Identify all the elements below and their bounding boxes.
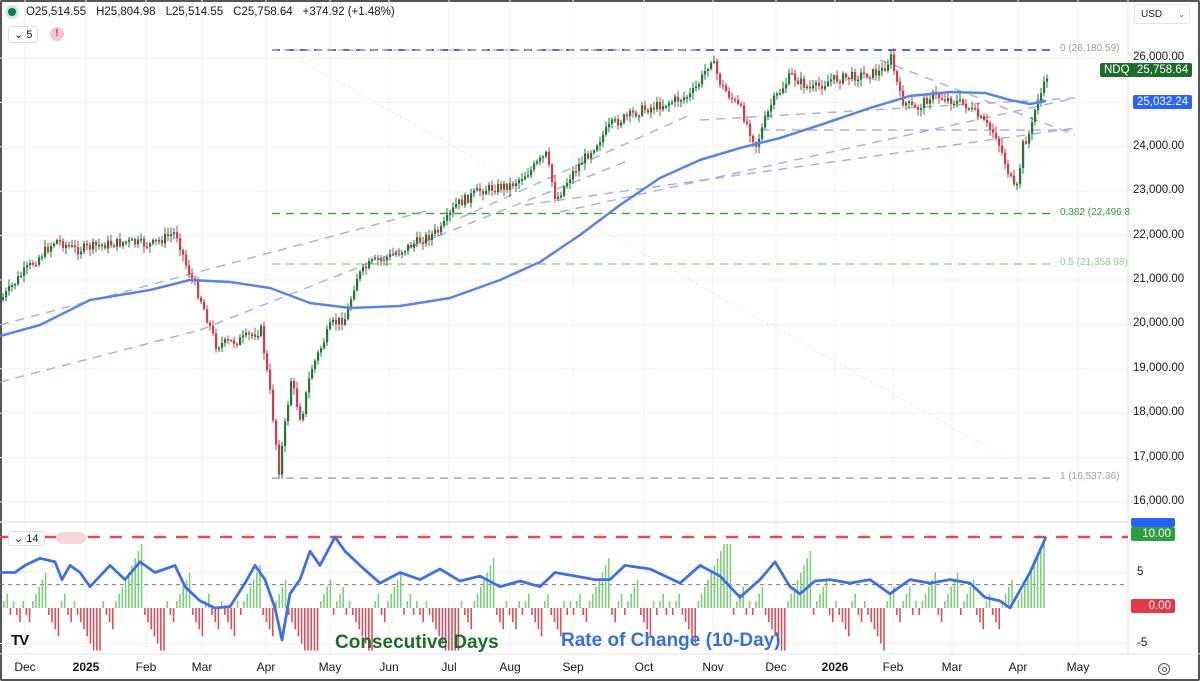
- currency-value: USD: [1141, 9, 1163, 20]
- tradingview-logo[interactable]: TV: [11, 632, 29, 649]
- ma-price-tag: 25,032.24: [1133, 95, 1193, 109]
- time-axis-tick: Sep: [562, 660, 584, 674]
- time-axis-tick: May: [1066, 660, 1090, 674]
- ohlc-high: H25,804.98: [96, 6, 156, 18]
- price-axis-tick: 26,000.00: [1133, 51, 1185, 63]
- ohlc-legend: O25,514.55 H25,804.98 L25,514.55 C25,758…: [8, 6, 399, 18]
- time-axis-tick: Nov: [702, 660, 724, 674]
- consecutive-days-tag: 0.00: [1131, 599, 1175, 613]
- price-axis-tick: 19,000.00: [1133, 361, 1185, 374]
- ohlc-open: O25,514.55: [26, 6, 87, 18]
- ind-axis-tick-neg5: -5: [1137, 637, 1148, 649]
- time-axis-tick: Apr: [256, 660, 276, 674]
- indicator-count: 5: [26, 29, 33, 41]
- time-axis-tick: Feb: [135, 660, 157, 674]
- price-axis-tick: 23,000.00: [1133, 184, 1185, 197]
- price-axis-tick: 17,000.00: [1133, 450, 1185, 463]
- rate-of-change-label: Rate of Change (10-Day): [561, 630, 781, 651]
- time-axis-tick: May: [318, 660, 342, 674]
- time-axis-tick: Apr: [1008, 660, 1028, 674]
- time-axis-tick: Jul: [441, 660, 457, 674]
- price-axis-tick: 18,000.00: [1133, 406, 1185, 419]
- roc-value-tag: 10.00: [1131, 527, 1175, 541]
- fib-level-label: 0.382 (22,496.8: [1060, 206, 1131, 218]
- ohlc-close: C25,758.64: [233, 6, 293, 18]
- symbol-tag: NDQ: [1100, 63, 1134, 77]
- currency-select[interactable]: USD ⌄: [1134, 4, 1190, 24]
- price-axis-tick: 24,000.00: [1133, 139, 1185, 152]
- ohlc-low: L25,514.55: [165, 6, 224, 18]
- price-axis-tick: 20,000.00: [1133, 317, 1185, 330]
- indicators-collapse-button[interactable]: ⌄ 5: [8, 26, 39, 43]
- chevron-down-icon: ⌄: [1178, 10, 1185, 19]
- ohlc-change: +374.92 (+1.48%): [302, 6, 395, 18]
- time-axis-tick: Dec: [14, 660, 36, 674]
- settings-gear-icon[interactable]: [1158, 663, 1170, 675]
- warning-icon[interactable]: !: [50, 27, 64, 41]
- time-axis-tick: 2026: [821, 660, 849, 674]
- time-axis-tick: Mar: [941, 660, 963, 674]
- time-axis-tick: 2025: [72, 660, 100, 674]
- indicator-status-icons[interactable]: [56, 532, 86, 544]
- time-axis-tick: Jun: [379, 660, 399, 674]
- time-axis-tick: Dec: [765, 660, 787, 674]
- consecutive-days-label: Consecutive Days: [335, 632, 499, 653]
- symbol-price-tag: 25,758.64: [1133, 63, 1193, 77]
- fib-level-label: 0 (26,180.59): [1060, 42, 1120, 54]
- roc-top-tag: [1131, 518, 1175, 527]
- fib-level-label: 0.5 (21,358.98): [1060, 257, 1128, 269]
- time-axis-tick: Oct: [634, 660, 654, 674]
- time-axis-tick: Mar: [191, 660, 213, 674]
- indicator-pane-collapse-button[interactable]: ⌄ 14: [8, 531, 45, 546]
- indicator-pane-count: 14: [26, 533, 39, 545]
- price-axis-tick: 21,000.00: [1133, 273, 1185, 285]
- time-axis-tick: Feb: [882, 660, 904, 674]
- fib-level-label: 1 (16,537.36): [1060, 471, 1120, 483]
- price-axis-tick: 16,000.00: [1133, 495, 1185, 507]
- price-axis-tick: 22,000.00: [1133, 228, 1185, 241]
- ind-axis-tick-5: 5: [1137, 566, 1144, 578]
- market-status-icon: [8, 8, 16, 16]
- time-axis-tick: Aug: [499, 660, 521, 674]
